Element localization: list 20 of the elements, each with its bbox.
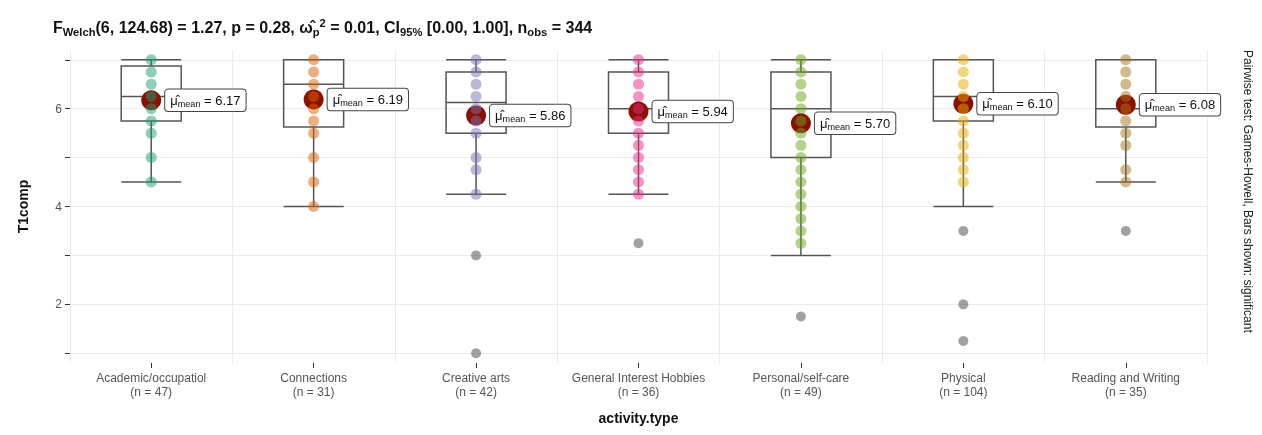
x-tick-label: Connections (n = 31) [280, 371, 347, 399]
text: Pairwise test: Games-Howell, Bars shown: significant [1241, 50, 1255, 334]
x-tick-label: Personal/self-care (n = 49) [752, 371, 850, 399]
x-tick-label: Reading and Writing (n = 35) [1071, 371, 1181, 399]
x-tick-label: Academic/occupatiol (n = 47) [96, 371, 207, 399]
y-tick-label: 2 [55, 297, 63, 312]
x-axis-title: activity.type [598, 410, 679, 426]
point [141, 90, 162, 111]
point [790, 113, 811, 134]
point [628, 101, 649, 122]
x-tick-label: Creative arts (n = 42) [442, 371, 511, 399]
x-tick-label: General Interest Hobbies (n = 36) [571, 371, 706, 399]
point [1115, 94, 1136, 115]
y-tick-label: 4 [55, 199, 63, 214]
x-tick-label: Physical (n = 104) [939, 371, 988, 399]
y-axis-title: T1comp [15, 179, 31, 234]
point [466, 105, 487, 126]
y-tick-label: 6 [55, 101, 63, 116]
point [303, 89, 324, 110]
point [953, 93, 974, 114]
